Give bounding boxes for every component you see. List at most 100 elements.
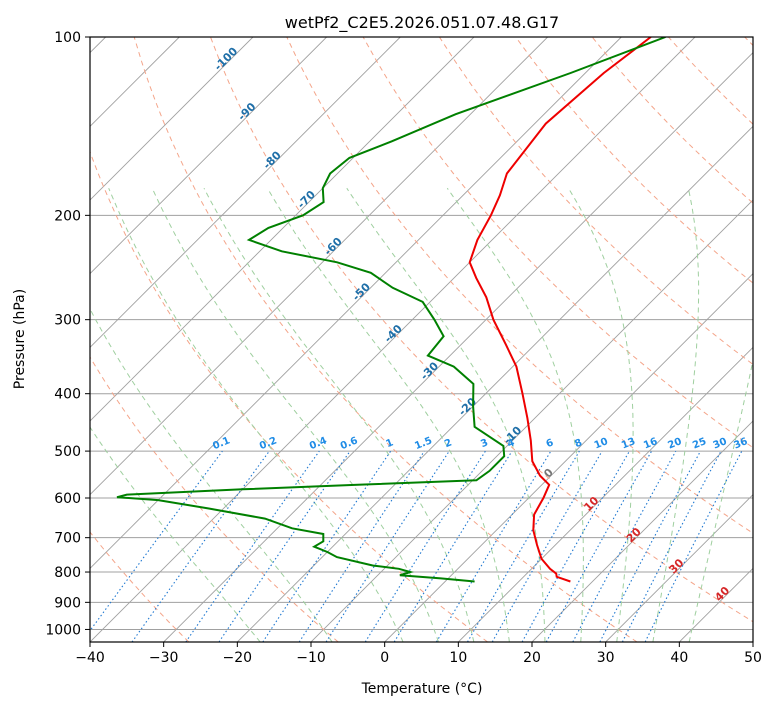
dry-adiabat-line	[286, 37, 753, 534]
mixing-ratio-label: 0.1	[211, 435, 232, 452]
moist-adiabat-line	[90, 426, 261, 642]
x-tick-label: −40	[75, 650, 105, 666]
dry-adiabat-line	[515, 37, 753, 284]
mixing-ratio-line	[262, 450, 392, 642]
x-tick-label: −30	[149, 650, 179, 666]
mixing-ratio-label: 13	[620, 436, 637, 451]
mixing-ratio-label: 30	[712, 436, 729, 451]
isotherm-line	[90, 37, 696, 642]
moist-adiabat-line	[446, 187, 584, 642]
mixing-ratio-line	[298, 450, 425, 642]
mixing-ratio-label: 3	[479, 437, 490, 450]
dewpoint-profile-line	[116, 37, 666, 583]
moist-adiabat-line	[90, 308, 333, 642]
temperature-annotation: 30	[666, 556, 686, 576]
moist-adiabat-line	[346, 187, 546, 642]
temperature-annotation: -30	[418, 359, 441, 382]
dry-adiabat-line	[90, 356, 339, 642]
mixing-ratio-line	[599, 450, 701, 642]
mixing-ratio-label: 1.5	[413, 435, 434, 452]
temperature-annotation: -50	[350, 280, 373, 303]
moist-adiabat-line	[108, 188, 404, 642]
y-tick-label: 800	[54, 565, 81, 581]
mixing-ratio-line	[90, 450, 223, 632]
temperature-annotation: -40	[382, 322, 405, 345]
x-tick-label: −20	[223, 650, 253, 666]
temperature-annotation: -100	[212, 44, 241, 73]
mixing-ratio-label: 6	[545, 437, 556, 450]
isotherm-line	[531, 420, 753, 642]
moist-adiabat-line	[652, 188, 700, 642]
isotherm-line	[90, 37, 327, 275]
y-tick-label: 300	[54, 313, 81, 329]
y-axis-label: Pressure (hPa)	[12, 289, 28, 389]
moist-adiabat-line	[151, 187, 439, 642]
moist-adiabat-line	[267, 187, 510, 642]
y-tick-label: 1000	[45, 622, 81, 638]
isotherm-line	[90, 37, 622, 569]
axes: −40 −30 −20 −10 0 10 20 30 40 5010020030040050060…	[45, 30, 762, 666]
temperature-annotation: 20	[624, 525, 644, 545]
moist-adiabat-line	[568, 187, 634, 642]
mixing-ratio-label: 0.4	[308, 435, 329, 452]
dry-adiabat-line	[438, 37, 753, 366]
x-tick-label: 10	[449, 650, 467, 666]
mixing-ratio-label: 16	[642, 436, 659, 451]
mixing-ratio-label: 1	[384, 437, 395, 450]
isotherm-line	[605, 494, 753, 642]
mixing-ratio-line	[218, 450, 351, 642]
temperature-annotation: -20	[456, 395, 479, 418]
mixing-ratio-line	[131, 450, 270, 642]
dry-adiabat-line	[744, 37, 753, 47]
temperature-annotation: 40	[712, 584, 732, 604]
mixing-ratio-line	[435, 450, 552, 642]
y-tick-label: 700	[54, 531, 81, 547]
temperature-annotation: 10	[581, 494, 601, 514]
plot-area: 0.1 0.2 0.4 0.6 1 1.5 2 3 4 6 8 10 13 16 20 25 30 36-100-…	[90, 37, 753, 642]
mixing-ratio-line	[521, 450, 630, 642]
dry-adiabat-line	[591, 37, 753, 204]
x-tick-label: 40	[670, 650, 688, 666]
isotherm-line	[90, 37, 401, 348]
isotherm-line	[90, 37, 475, 422]
mixing-ratio-line	[644, 450, 743, 642]
mixing-ratio-line	[621, 450, 722, 642]
dry-adiabat-line	[210, 37, 753, 623]
dry-adiabat-line	[90, 531, 190, 642]
dry-adiabat-line	[668, 37, 753, 125]
x-tick-label: 20	[523, 650, 541, 666]
isotherm-line	[90, 37, 254, 201]
mixing-ratio-label: 8	[573, 437, 584, 450]
y-tick-label: 100	[54, 30, 81, 46]
chart-title: wetPf2_C2E5.2026.051.07.48.G17	[285, 13, 559, 33]
mixing-ratio-line	[545, 450, 653, 642]
moist-adiabat-line	[688, 358, 753, 642]
isotherm-line	[679, 567, 753, 642]
x-tick-label: 0	[380, 650, 389, 666]
x-tick-label: 30	[597, 650, 615, 666]
mixing-ratio-line	[572, 450, 677, 642]
temperature-annotation: -90	[235, 100, 258, 123]
isotherm-line	[752, 641, 753, 642]
isotherm-line	[163, 52, 753, 642]
x-tick-label: 50	[744, 650, 762, 666]
isotherm-line	[458, 346, 753, 642]
mixing-ratio-label: 25	[691, 436, 708, 451]
temperature-profile-line	[468, 37, 652, 583]
isotherm-line	[384, 273, 753, 642]
mixing-ratio-line	[325, 450, 450, 642]
mixing-ratio-label: 2	[443, 437, 454, 450]
y-tick-label: 500	[54, 444, 81, 460]
y-tick-label: 900	[54, 595, 81, 611]
x-axis-label: Temperature (°C)	[361, 681, 483, 697]
plot-frame	[89, 36, 754, 643]
y-tick-label: 200	[54, 208, 81, 224]
mixing-ratio-line	[185, 450, 320, 642]
dry-adiabat-line	[133, 37, 638, 642]
mixing-ratio-label: 36	[732, 436, 749, 451]
isotherm-line	[90, 37, 548, 496]
moist-adiabat-line	[203, 187, 475, 642]
x-tick-label: −10	[296, 650, 326, 666]
mixing-ratio-line	[393, 450, 513, 642]
